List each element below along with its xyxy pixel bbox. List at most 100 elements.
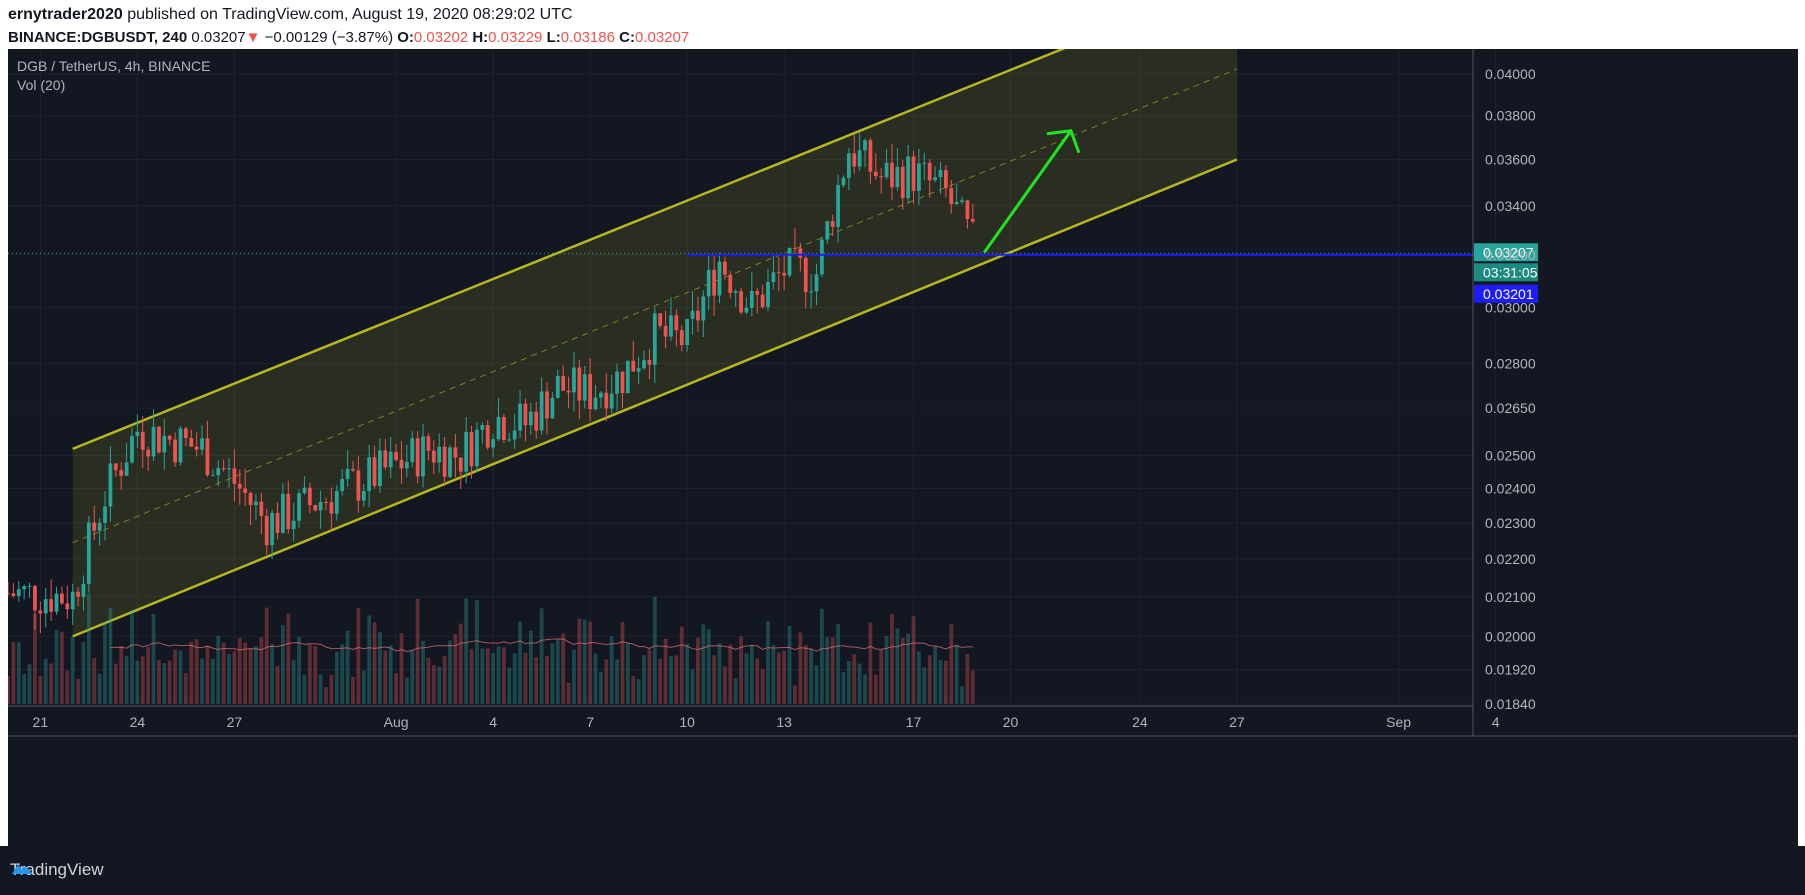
volume-bar xyxy=(550,643,555,704)
candle-body xyxy=(674,315,679,331)
volume-bar xyxy=(227,654,231,704)
chart-area[interactable]: 0.03207 03:31:05 0.03201 0.04000 0.03800 0.0… xyxy=(8,49,1798,846)
candle-body xyxy=(16,589,21,597)
volume-bar xyxy=(620,621,625,704)
y-tick-label: 0.03800 xyxy=(1485,108,1536,124)
candle-body xyxy=(749,291,754,308)
candle-body xyxy=(857,150,862,167)
volume-bar xyxy=(388,645,393,704)
volume-bar xyxy=(615,659,619,704)
volume-bar xyxy=(722,666,727,704)
candle-body xyxy=(609,393,614,409)
candle-body xyxy=(658,313,663,326)
candle-body xyxy=(254,501,258,505)
candle-body xyxy=(313,505,318,511)
candle-body xyxy=(404,462,409,469)
volume-bar xyxy=(291,659,296,704)
author-name[interactable]: ernytrader2020 xyxy=(8,6,123,23)
volume-bar xyxy=(512,653,517,704)
y-tick-label: 0.02400 xyxy=(1485,480,1536,496)
volume-bar xyxy=(528,630,533,704)
symbol-label: BINANCE:DGBUSDT, 240 xyxy=(8,29,188,46)
candle-body xyxy=(906,156,911,199)
volume-bar xyxy=(243,642,248,704)
candle-body xyxy=(475,429,479,467)
candle-body xyxy=(760,294,765,308)
candle-body xyxy=(431,450,436,463)
volume-bar xyxy=(572,649,576,704)
countdown-tag-bg xyxy=(1474,263,1538,282)
candle-body xyxy=(286,493,291,530)
low-value: 0.03186 xyxy=(560,29,615,46)
volume-bar xyxy=(383,650,388,704)
volume-bar xyxy=(378,631,382,704)
volume-bar xyxy=(221,642,226,704)
candle-body xyxy=(248,493,253,505)
volume-bar xyxy=(755,658,760,704)
candle-body xyxy=(766,282,770,308)
candle-body xyxy=(178,428,183,463)
x-tick-label: 21 xyxy=(33,714,49,730)
candle-body xyxy=(852,153,857,167)
volume-bar xyxy=(157,659,161,704)
volume-bar xyxy=(890,613,894,704)
candle-body xyxy=(836,185,840,227)
volume-bar xyxy=(911,616,916,704)
candle-body xyxy=(663,325,668,337)
candle-body xyxy=(334,490,339,514)
volume-bar xyxy=(216,635,221,704)
volume-bar xyxy=(696,637,700,704)
open-label: O: xyxy=(397,29,414,46)
volume-bar xyxy=(787,626,792,704)
volume-bar xyxy=(970,670,975,704)
candle-body xyxy=(243,488,248,494)
price-change: −0.00129 (−3.87%) xyxy=(264,29,394,46)
candle-body xyxy=(588,374,593,410)
candle-body xyxy=(679,330,684,346)
candle-body xyxy=(378,450,382,486)
volume-bar xyxy=(954,644,959,704)
grid xyxy=(8,49,1497,706)
candle-body xyxy=(507,439,512,441)
candle-body xyxy=(491,439,495,448)
projection-arrow-line xyxy=(982,129,1073,254)
candle-body xyxy=(933,177,937,181)
candle-body xyxy=(717,261,722,296)
candle-body xyxy=(712,269,716,296)
publish-header: ernytrader2020 published on TradingView.… xyxy=(8,6,573,24)
candle-body xyxy=(291,520,296,530)
volume-bar xyxy=(604,659,609,704)
candle-body xyxy=(92,522,97,531)
volume-bar xyxy=(636,679,641,704)
candle-body xyxy=(879,176,884,178)
candle-body xyxy=(210,475,215,477)
tradingview-logo[interactable]: TradingView xyxy=(10,860,104,880)
volume-bar xyxy=(793,685,797,704)
candle-body xyxy=(232,468,237,484)
candle-body xyxy=(793,247,797,249)
volume-bar xyxy=(609,636,614,704)
candle-body xyxy=(264,515,269,546)
volume-bar xyxy=(895,628,900,704)
volume-bar xyxy=(264,607,269,704)
volume-bar xyxy=(577,618,582,704)
candle-body xyxy=(76,591,80,597)
candle-body xyxy=(884,162,889,178)
volume-bar xyxy=(237,637,242,704)
candle-body xyxy=(200,438,204,450)
candle-body xyxy=(130,436,134,463)
volume-bars xyxy=(8,593,975,704)
candle-body xyxy=(146,449,151,457)
support-price-tag: 0.03201 xyxy=(1483,286,1534,302)
channel-median-line xyxy=(72,68,1238,544)
candle-body xyxy=(345,468,350,479)
candle-body xyxy=(943,170,948,189)
volume-bar xyxy=(884,636,889,704)
volume-bar xyxy=(728,644,733,704)
volume-bar xyxy=(92,658,97,704)
candle-body xyxy=(27,585,32,587)
volume-bar xyxy=(679,626,684,704)
countdown-tag: 03:31:05 xyxy=(1483,264,1538,280)
volume-bar xyxy=(674,655,679,704)
